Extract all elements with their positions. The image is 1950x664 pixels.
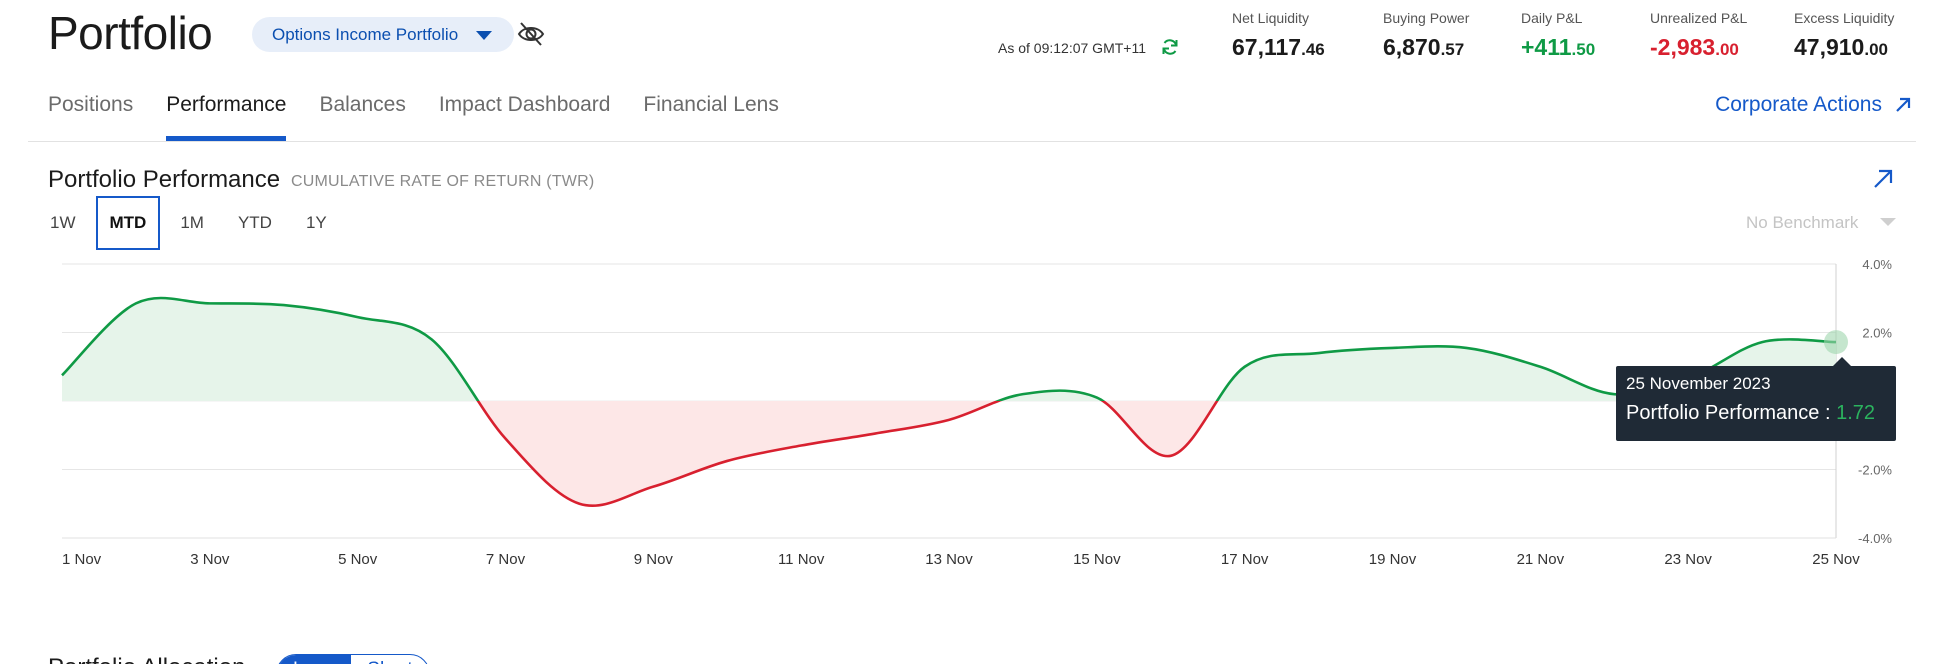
- metric-value: 6,870.57: [1383, 34, 1465, 60]
- x-tick-label: 21 Nov: [1517, 551, 1565, 568]
- x-tick-label: 9 Nov: [634, 551, 674, 568]
- tooltip-line: Portfolio Performance : 1.72: [1626, 402, 1886, 425]
- metric-value: -2,983.00: [1650, 34, 1739, 60]
- tab-financial-lens[interactable]: Financial Lens: [643, 93, 779, 116]
- chevron-down-icon: [476, 31, 492, 40]
- excess-liquidity-metric: Excess Liquidity 47,910.00: [1794, 10, 1894, 61]
- metric-label: Excess Liquidity: [1794, 10, 1895, 26]
- metric-label: Buying Power: [1383, 10, 1470, 26]
- x-tick-label: 13 Nov: [925, 551, 973, 568]
- range-1m[interactable]: 1M: [180, 213, 204, 232]
- range-mtd[interactable]: MTD: [95, 196, 161, 250]
- x-tick-label: 5 Nov: [338, 551, 378, 568]
- positive-area: [62, 297, 1836, 401]
- x-tick-label: 17 Nov: [1221, 551, 1269, 568]
- metric-label: Daily P&L: [1521, 10, 1583, 26]
- arrow-up-right-icon: [1896, 97, 1911, 112]
- performance-subtitle: CUMULATIVE RATE OF RETURN (TWR): [291, 173, 595, 190]
- refresh-icon[interactable]: [1160, 37, 1180, 57]
- metric-label: Unrealized P&L: [1650, 10, 1748, 26]
- net-liquidity-metric: Net Liquidity 67,117.46: [1232, 10, 1325, 61]
- x-tick-label: 15 Nov: [1073, 551, 1121, 568]
- tab-positions[interactable]: Positions: [48, 93, 134, 116]
- metric-value: +411.50: [1521, 34, 1596, 60]
- performance-line-negative: [476, 401, 1219, 508]
- y-tick-label: 4.0%: [1862, 257, 1892, 272]
- daily-pnl-metric: Daily P&L +411.50: [1521, 10, 1595, 61]
- tooltip-date: 25 November 2023: [1626, 374, 1771, 393]
- corporate-actions-label: Corporate Actions: [1715, 93, 1882, 116]
- chevron-down-icon: [1880, 218, 1896, 226]
- metric-value: 47,910.00: [1794, 34, 1888, 60]
- y-tick-label: -2.0%: [1858, 463, 1892, 478]
- eye-off-icon[interactable]: [516, 20, 546, 48]
- highlight-marker: [1824, 330, 1848, 355]
- x-tick-label: 19 Nov: [1369, 551, 1417, 568]
- y-tick-label: 2.0%: [1862, 326, 1892, 341]
- metric-label: Net Liquidity: [1232, 10, 1310, 26]
- chart-tooltip: 25 November 2023 Portfolio Performance :…: [1616, 357, 1896, 441]
- tab-performance[interactable]: Performance: [166, 93, 287, 141]
- account-selector-label: Options Income Portfolio: [272, 24, 459, 44]
- corporate-actions-link[interactable]: Corporate Actions: [1715, 93, 1912, 117]
- metric-value: 67,117.46: [1232, 34, 1325, 60]
- x-tick-label: 3 Nov: [190, 551, 230, 568]
- tab-balances[interactable]: Balances: [319, 93, 406, 116]
- performance-chart: 4.0% 2.0% -2.0% -4.0% 1 Nov 3 Nov 5 Nov 7 Nov 9 …: [61, 257, 1892, 568]
- main-tabs: Positions Performance Balances Impact Da…: [48, 93, 812, 141]
- x-tick-label: 7 Nov: [486, 551, 526, 568]
- range-1y[interactable]: 1Y: [305, 213, 327, 232]
- expand-icon[interactable]: [1872, 168, 1894, 190]
- time-range-selector: 1W MTD 1M YTD 1Y: [36, 196, 347, 250]
- x-tick-label: 23 Nov: [1664, 551, 1712, 568]
- performance-line-positive: [61, 296, 1837, 401]
- x-tick-label: 11 Nov: [778, 551, 825, 568]
- performance-title: Portfolio Performance: [48, 166, 281, 193]
- page-title: Portfolio: [48, 7, 213, 59]
- tooltip-label: Portfolio Performance :: [1626, 402, 1837, 424]
- y-tick-label: -4.0%: [1858, 531, 1892, 546]
- x-tick-label: 1 Nov: [62, 551, 102, 568]
- buying-power-metric: Buying Power 6,870.57: [1383, 10, 1469, 61]
- as-of-timestamp: As of 09:12:07 GMT+11: [998, 40, 1146, 56]
- benchmark-select[interactable]: No Benchmark: [1746, 213, 1896, 233]
- tooltip-value: 1.72: [1836, 402, 1876, 424]
- x-tick-label: 25 Nov: [1812, 551, 1860, 568]
- tab-impact-dashboard[interactable]: Impact Dashboard: [438, 93, 611, 116]
- long-short-toggle: Long Short: [276, 654, 430, 664]
- toggle-short[interactable]: Short: [351, 655, 428, 664]
- account-selector[interactable]: Options Income Portfolio: [252, 17, 514, 52]
- toggle-long[interactable]: Long: [277, 655, 352, 664]
- benchmark-label: No Benchmark: [1746, 213, 1859, 232]
- tabs-divider: [28, 141, 1916, 142]
- range-1w[interactable]: 1W: [50, 213, 76, 232]
- unrealized-pnl-metric: Unrealized P&L -2,983.00: [1650, 10, 1747, 61]
- negative-area: [62, 401, 1836, 506]
- allocation-title: Portfolio Allocation: [48, 654, 245, 664]
- range-ytd[interactable]: YTD: [237, 213, 272, 232]
